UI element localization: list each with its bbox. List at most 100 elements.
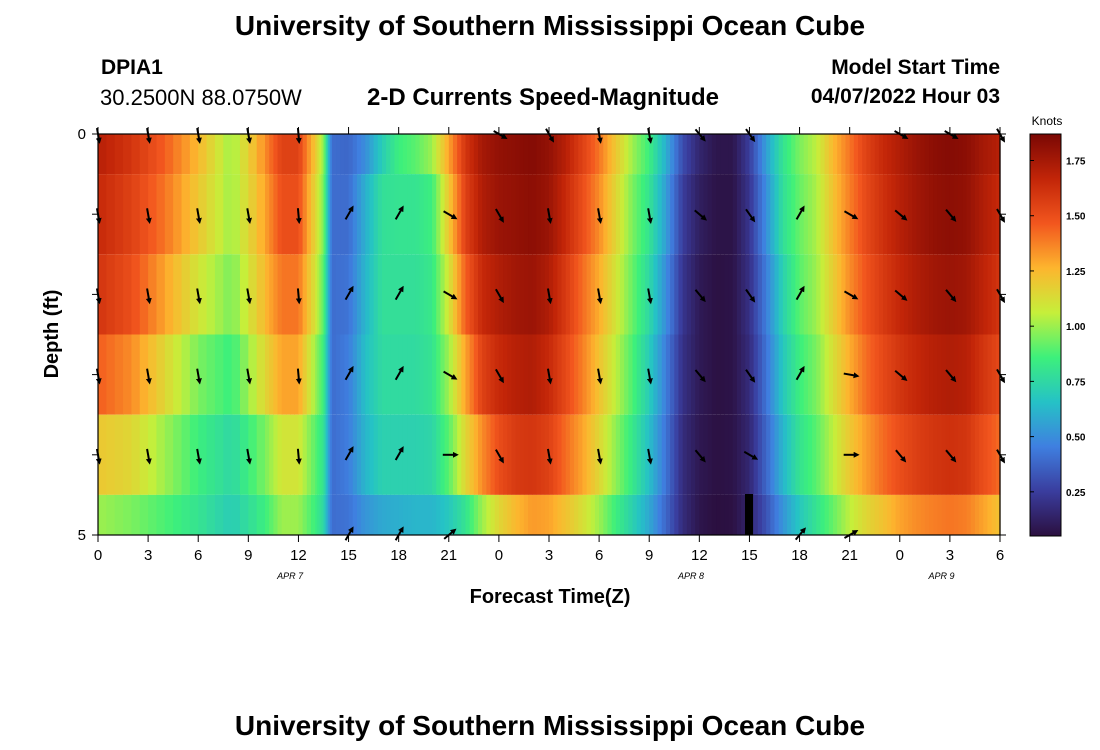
heatmap-cell [937,254,943,335]
heatmap-cell [870,494,876,535]
heatmap-cell [837,414,842,495]
heatmap-cell [695,414,700,495]
heatmap-cell [553,334,558,415]
heatmap-cell [824,174,830,255]
heatmap-cell [741,414,746,495]
heatmap-cell [329,174,333,255]
heatmap-cell [866,414,872,495]
heatmap-cell [281,414,287,495]
heatmap-cell [895,494,901,535]
heatmap-cell [874,334,880,415]
heatmap-cell [317,334,320,415]
heatmap-cell [590,254,596,335]
heatmap-cell [440,134,446,175]
heatmap-cell [690,414,696,495]
heatmap-cell [979,494,984,535]
heatmap-cell [749,334,755,415]
heatmap-cell [327,174,331,255]
heatmap-cell [624,334,629,415]
heatmap-cell [895,174,901,255]
heatmap-cell [586,334,592,415]
heatmap-cell [711,174,717,255]
heatmap-cell [198,494,208,535]
heatmap-cell [532,134,538,175]
heatmap-cell [883,254,888,335]
heatmap-cell [949,134,955,175]
heatmap-cell [285,134,291,175]
heatmap-cell [678,254,684,335]
heatmap-cell [695,494,700,535]
heatmap-cell [310,334,316,415]
heatmap-cell [807,174,813,255]
heatmap-cell [561,134,567,175]
heatmap-cell [682,254,688,335]
heatmap-cell [478,414,483,495]
heatmap-cell [315,494,318,535]
current-vector [495,368,504,384]
heatmap-cell [599,494,604,535]
heatmap-cell [594,174,600,255]
heatmap-cell [937,494,943,535]
heatmap-cell [657,494,663,535]
heatmap-cell [306,174,312,255]
heatmap-cell [248,334,258,415]
heatmap-cell [123,174,133,255]
heatmap-cell [929,254,934,335]
current-vector [495,208,504,223]
heatmap-cell [837,254,842,335]
heatmap-cell [574,134,579,175]
heatmap-cell [348,494,354,535]
heatmap-cell [582,414,588,495]
heatmap-cell [832,174,838,255]
heatmap-cell [874,254,880,335]
heatmap-cell [306,414,312,495]
heatmap-cell [624,494,629,535]
heatmap-cell [415,174,421,255]
heatmap-cell [173,494,183,535]
heatmap-cell [736,334,742,415]
heatmap-cell [732,414,738,495]
heatmap-cell [373,494,379,535]
current-vector [945,289,957,303]
x-tick-label: 3 [946,547,954,564]
heatmap-cell [365,334,371,415]
heatmap-cell [361,494,366,535]
heatmap-cell [929,174,934,255]
heatmap-cell [924,494,930,535]
heatmap-cell [503,134,508,175]
heatmap-cell [983,414,989,495]
heatmap-cell [745,334,751,415]
heatmap-cell [958,134,964,175]
heatmap-cell [206,174,216,255]
heatmap-cell [757,414,763,495]
heatmap-cell [615,254,621,335]
heatmap-cell [394,134,400,175]
heatmap-cell [878,414,884,495]
heatmap-cell [611,254,617,335]
heatmap-cell [511,254,517,335]
heatmap-cell [878,254,884,335]
heatmap-cell [782,254,788,335]
heatmap-cell [465,174,471,255]
heatmap-cell [427,494,433,535]
heatmap-cell [703,494,709,535]
heatmap-cell [361,334,366,415]
heatmap-cell [966,134,972,175]
heatmap-cell [181,334,191,415]
heatmap-cell [457,414,462,495]
heatmap-cell [607,134,613,175]
heatmap-cell [344,414,350,495]
heatmap-cell [987,494,993,535]
heatmap-cell [310,174,316,255]
footer-title: University of Southern Mississippi Ocean… [234,710,866,741]
heatmap-cell [373,134,379,175]
heatmap-cell [123,334,133,415]
heatmap-cell [653,494,659,535]
heatmap-cell [895,134,901,175]
heatmap-cell [298,254,304,335]
heatmap-cell [557,174,563,255]
heatmap-cell [507,254,513,335]
heatmap-cell [465,134,471,175]
heatmap-cell [419,334,425,415]
heatmap-cell [653,414,659,495]
